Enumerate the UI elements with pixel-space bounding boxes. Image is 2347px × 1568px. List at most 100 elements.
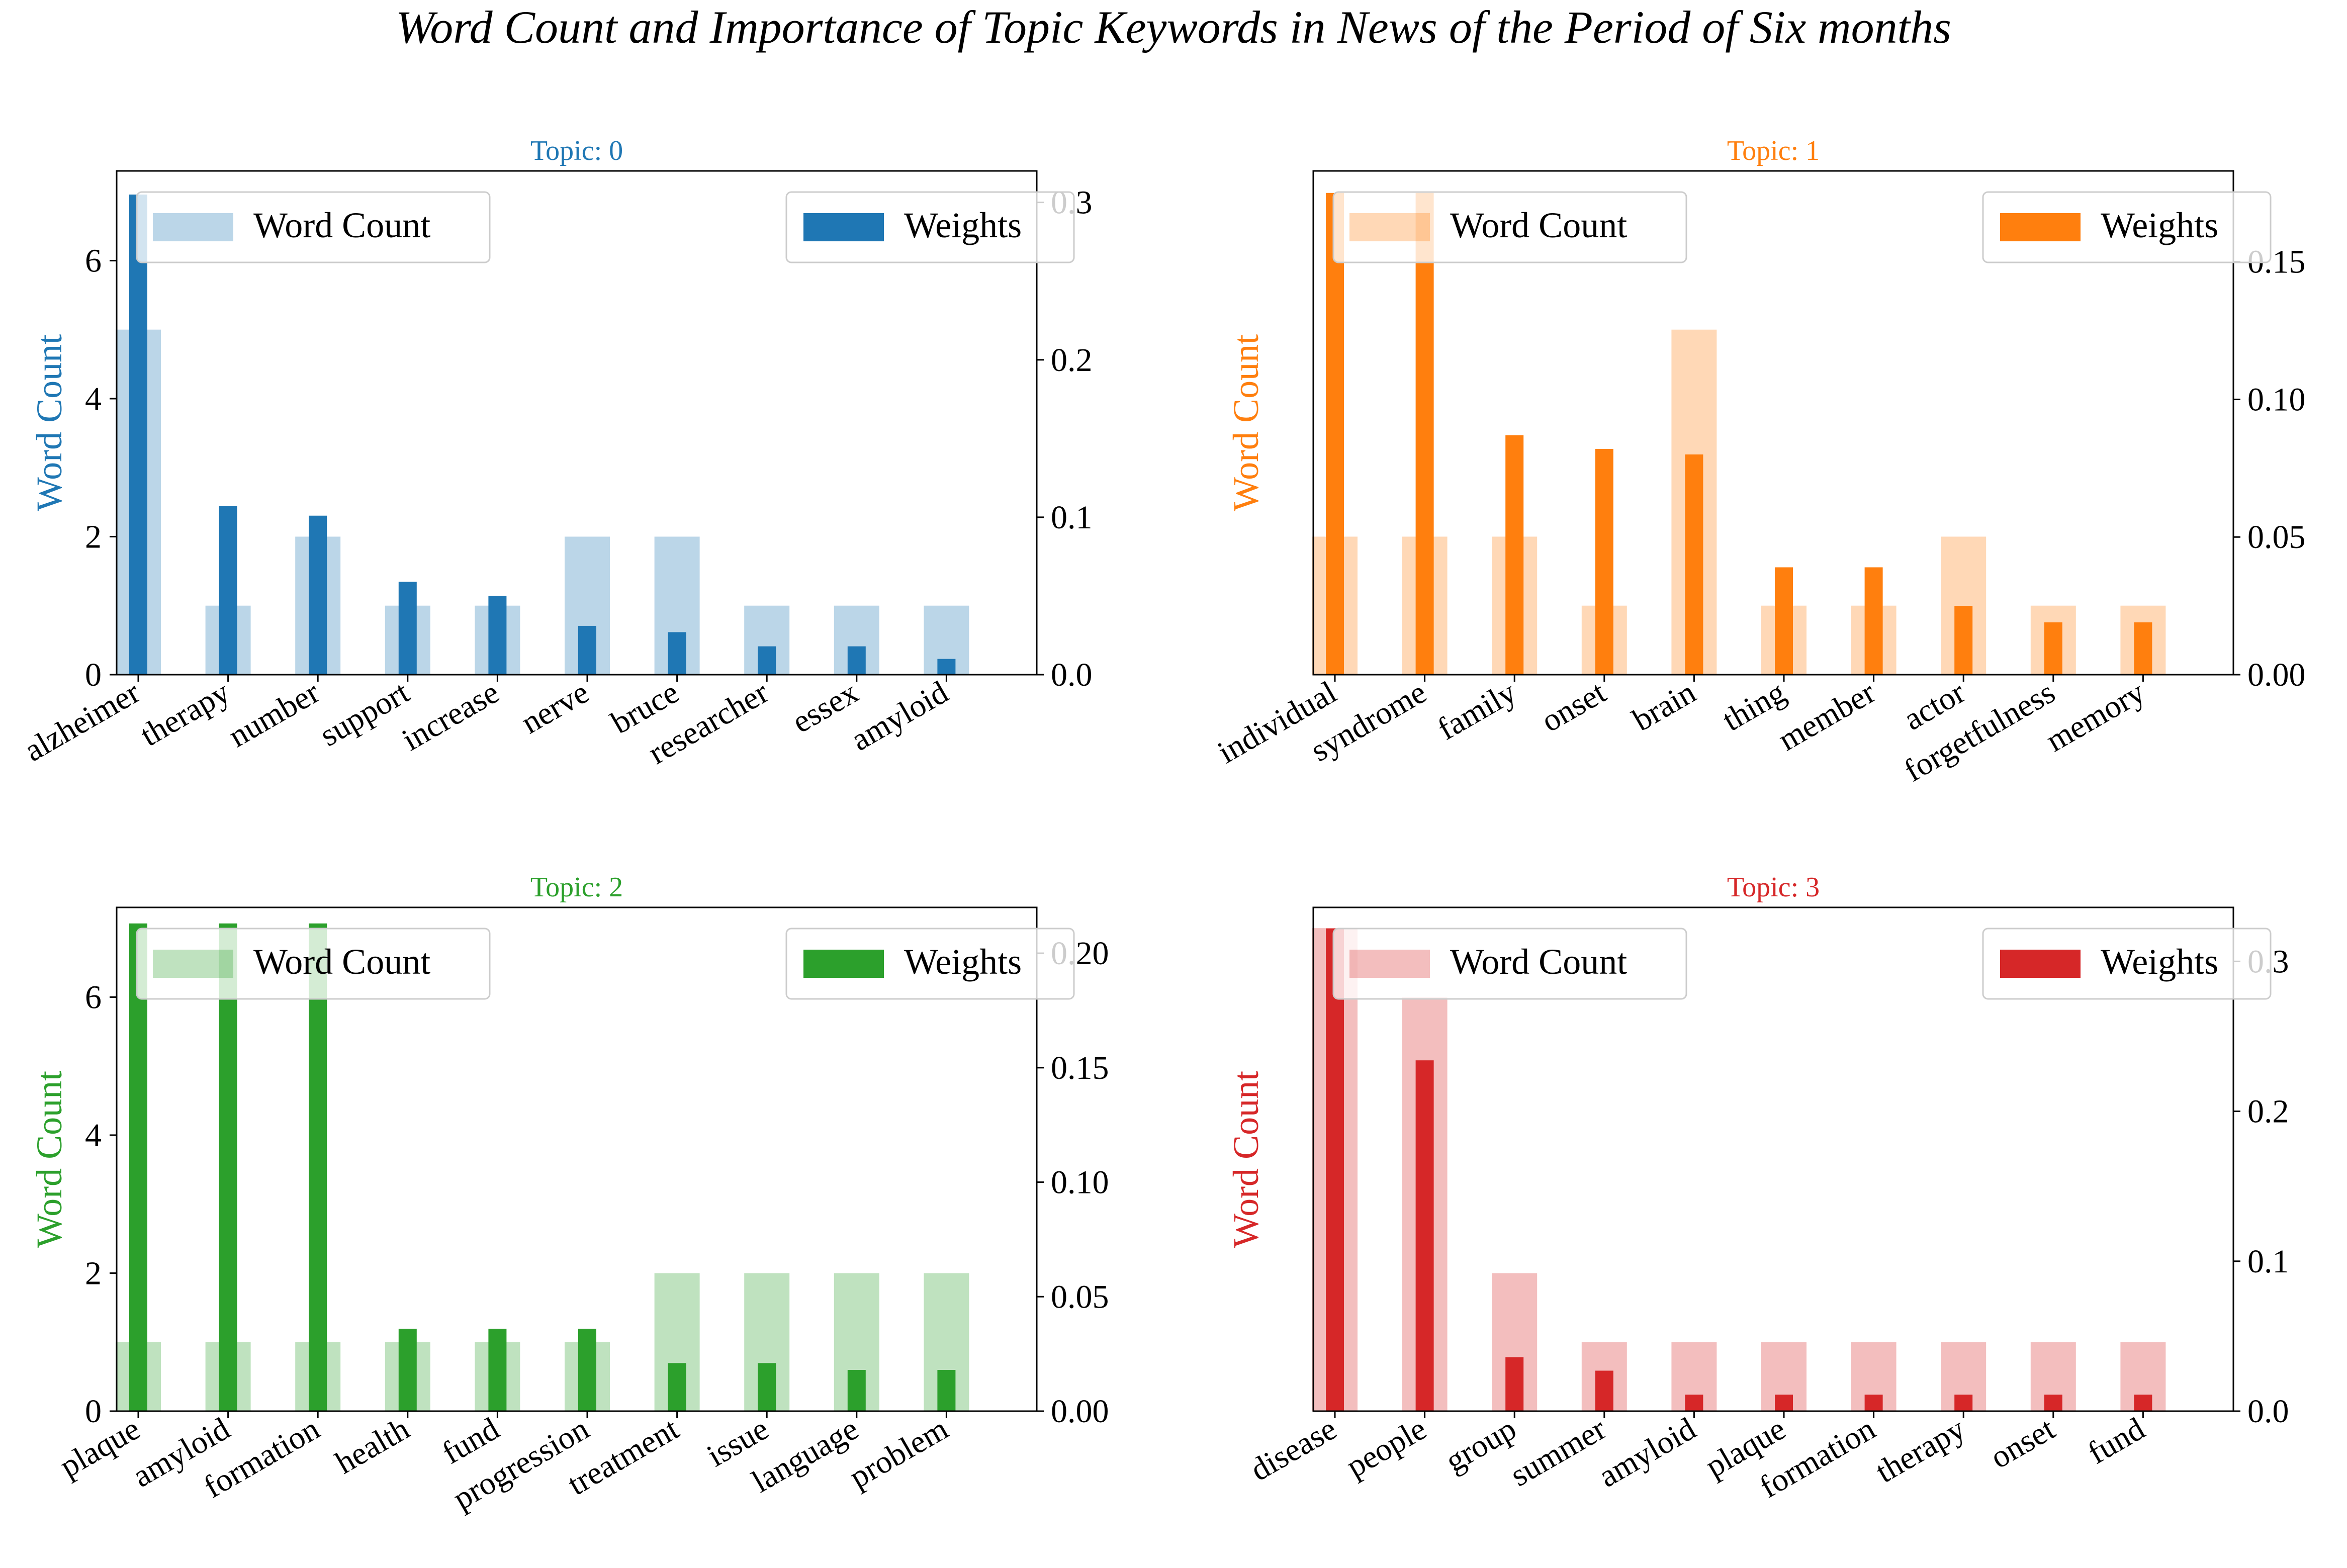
y-axis-label: Word Count	[1226, 334, 1266, 511]
y-tick-label: 4	[85, 1117, 102, 1154]
subplot-title: Topic: 3	[1727, 872, 1820, 903]
weight-bar	[937, 659, 956, 675]
legend-box	[1332, 928, 1687, 1000]
weight-bar	[309, 515, 327, 675]
y2-tick-label: 0.15	[1051, 1050, 1109, 1086]
weight-bar	[1775, 1395, 1793, 1411]
weight-bar	[2134, 622, 2152, 675]
weight-bar	[488, 1329, 507, 1411]
weight-bar	[1775, 567, 1793, 675]
weight-bar	[1954, 1395, 1973, 1411]
weight-bar	[758, 646, 776, 675]
weight-bar	[1685, 1395, 1703, 1411]
legend-weights: Weights	[1982, 191, 2272, 263]
y2-tick-label: 0.2	[2247, 1093, 2289, 1130]
subplot-title: Topic: 0	[530, 135, 623, 166]
y-tick-label: 6	[85, 242, 102, 279]
y2-tick-label: 0.00	[1051, 1393, 1109, 1430]
weight-bar	[1685, 454, 1703, 675]
legend-swatch-word-count	[1349, 950, 1430, 978]
weight-bar	[219, 506, 237, 675]
legend-label-weights: Weights	[2101, 942, 2218, 982]
y-axis-label: Word Count	[29, 1071, 69, 1248]
y2-tick-label: 0.1	[1051, 499, 1093, 536]
weight-bar	[129, 194, 147, 675]
y-tick-label: 2	[85, 518, 102, 555]
weight-bar	[2044, 1395, 2062, 1411]
legend-label-weights: Weights	[904, 205, 1022, 245]
weight-bar	[937, 1370, 956, 1411]
legend-box	[785, 191, 1075, 263]
weight-bar	[758, 1363, 776, 1411]
axes-frame	[116, 170, 1038, 676]
weight-bar	[1415, 193, 1434, 675]
legend-box	[1982, 191, 2272, 263]
legend-word-count: Word Count	[136, 928, 491, 1000]
subplot-title: Topic: 2	[530, 872, 623, 903]
legend-swatch-weights	[803, 213, 884, 241]
y-axis-label: Word Count	[29, 334, 69, 511]
legend-box	[136, 928, 491, 1000]
legend-label-word-count: Word Count	[253, 205, 430, 245]
weight-bar	[578, 1329, 596, 1411]
legend-label-word-count: Word Count	[1450, 205, 1627, 245]
weight-bar	[578, 625, 596, 675]
legend-weights: Weights	[785, 191, 1075, 263]
legend-word-count: Word Count	[136, 191, 491, 263]
weight-bar	[1326, 193, 1344, 675]
weight-bar	[219, 923, 237, 1411]
legend-box	[1982, 928, 2272, 1000]
weight-bar	[668, 1363, 686, 1411]
weight-bar	[847, 1370, 866, 1411]
legend-weights: Weights	[785, 928, 1075, 1000]
axes-frame	[1312, 170, 2234, 676]
legend-label-word-count: Word Count	[253, 942, 430, 982]
legend-weights: Weights	[1982, 928, 2272, 1000]
subplot-title: Topic: 1	[1727, 135, 1820, 166]
legend-swatch-word-count	[1349, 213, 1430, 241]
legend-label-word-count: Word Count	[1450, 942, 1627, 982]
legend-swatch-weights	[2000, 213, 2081, 241]
weight-bar	[1864, 567, 1883, 675]
legend-label-weights: Weights	[904, 942, 1022, 982]
axes-frame	[116, 906, 1038, 1412]
y2-tick-label: 0.1	[2247, 1243, 2289, 1280]
y-axis-label: Word Count	[1226, 1071, 1266, 1248]
weight-bar	[1954, 606, 1973, 675]
y2-tick-label: 0.2	[1051, 342, 1093, 379]
weight-bar	[1505, 435, 1524, 675]
legend-box	[136, 191, 491, 263]
legend-swatch-weights	[803, 950, 884, 978]
weight-bar	[1595, 1370, 1613, 1411]
weight-bar	[488, 596, 507, 675]
y2-tick-label: 0.0	[1051, 657, 1093, 693]
legend-box	[785, 928, 1075, 1000]
weight-bar	[1505, 1357, 1524, 1411]
y-tick-label: 4	[85, 381, 102, 417]
weight-bar	[309, 923, 327, 1411]
y2-tick-label: 0.10	[2247, 381, 2306, 418]
legend-swatch-word-count	[153, 950, 233, 978]
y2-tick-label: 0.00	[2247, 657, 2306, 693]
y2-tick-label: 0.05	[2247, 519, 2306, 556]
y2-tick-label: 0.10	[1051, 1164, 1109, 1201]
weight-bar	[1326, 928, 1344, 1411]
weight-bar	[398, 1329, 417, 1411]
weight-bar	[1415, 1060, 1434, 1411]
weight-bar	[1595, 449, 1613, 675]
legend-box	[1332, 191, 1687, 263]
y-tick-label: 2	[85, 1255, 102, 1292]
figure-title: Word Count and Importance of Topic Keywo…	[396, 2, 1951, 53]
legend-swatch-weights	[2000, 950, 2081, 978]
weight-bar	[2044, 622, 2062, 675]
legend-word-count: Word Count	[1332, 928, 1687, 1000]
y-tick-label: 0	[85, 1393, 102, 1430]
legend-label-weights: Weights	[2101, 205, 2218, 245]
y2-tick-label: 0.05	[1051, 1278, 1109, 1315]
y-tick-label: 6	[85, 979, 102, 1016]
weight-bar	[668, 632, 686, 675]
weight-bar	[2134, 1395, 2152, 1411]
y-tick-label: 0	[85, 657, 102, 693]
axes-frame	[1312, 906, 2234, 1412]
